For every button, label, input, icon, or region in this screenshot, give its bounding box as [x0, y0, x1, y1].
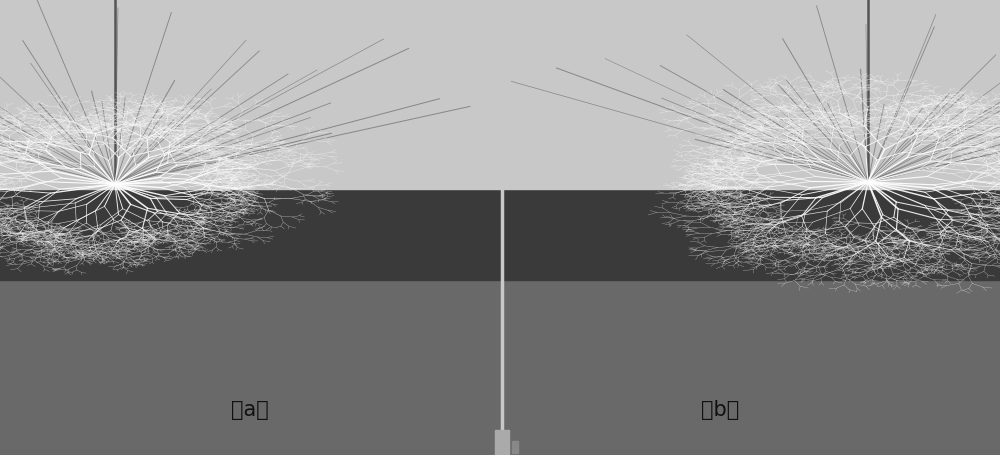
Text: （b）: （b）: [701, 399, 739, 420]
Text: （a）: （a）: [231, 399, 269, 420]
Bar: [0, 280, 502, 455]
Bar: [0, 0, 502, 189]
Bar: [495, 430, 509, 455]
Bar: [502, 0, 1000, 189]
Bar: [0, 189, 502, 280]
Bar: [502, 280, 1000, 455]
Bar: [512, 441, 518, 453]
Bar: [502, 189, 1000, 280]
